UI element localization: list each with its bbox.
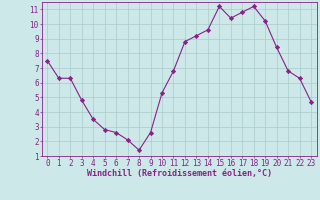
X-axis label: Windchill (Refroidissement éolien,°C): Windchill (Refroidissement éolien,°C): [87, 169, 272, 178]
